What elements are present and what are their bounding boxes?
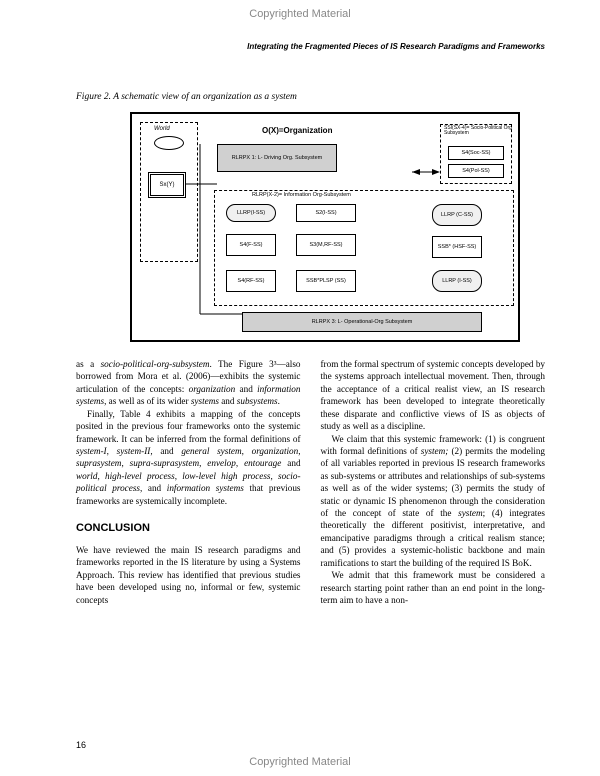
label-llrp-iss2: LLRP (I-SS) [432, 270, 482, 292]
label-llrp-css: LLRP (C-SS) [432, 204, 482, 226]
figure-caption: Figure 2. A schematic view of an organiz… [76, 92, 297, 102]
label-sxy: Sx(Y) [148, 172, 186, 198]
para1: as a socio-political-org-subsystem. The … [76, 358, 301, 408]
para6: We admit that this framework must be con… [321, 569, 546, 606]
running-header: Integrating the Fragmented Pieces of IS … [247, 42, 545, 51]
conclusion-heading: CONCLUSION [76, 521, 301, 536]
label-ssbsx4: SSI(SX-4)= Socio-Political Org Subsystem [444, 126, 518, 136]
figure-diagram: World Sx(Y) O(X)=Organization RLRPX 1: L… [130, 112, 520, 342]
label-s4soc: S4(Soc-SS) [448, 146, 504, 160]
body-columns: as a socio-political-org-subsystem. The … [76, 358, 545, 736]
label-ssb-hsf: SSB* (HSF-SS) [432, 236, 482, 258]
page-number: 16 [76, 740, 86, 750]
label-world: World [154, 126, 170, 132]
label-s2-iss: S2(I-SS) [296, 204, 356, 222]
label-llrp-iss: LLRP(I-SS) [226, 204, 276, 222]
label-s4-fss: S4(F-SS) [226, 234, 276, 256]
watermark-top: Copyrighted Material [0, 8, 600, 20]
label-info-subsystem: RLRP(X-2)= Information Org-Subsystem [252, 192, 351, 198]
para3: We have reviewed the main IS research pa… [76, 544, 301, 606]
watermark-bottom: Copyrighted Material [0, 756, 600, 768]
label-llrpx3: RLRPX 3: L- Operational-Org Subsystem [242, 312, 482, 332]
label-s4pol: S4(Pol-SS) [448, 164, 504, 178]
para2: Finally, Table 4 exhibits a mapping of t… [76, 408, 301, 507]
label-ox: O(X)=Organization [262, 126, 332, 135]
label-s4-rss: S4(RF-SS) [226, 270, 276, 292]
label-llrpx1: RLRPX 1: L- Driving Org. Subsystem [217, 144, 337, 172]
para4: from the formal spectrum of systemic con… [321, 358, 546, 433]
para5: We claim that this systemic framework: (… [321, 433, 546, 570]
label-ssb-plsp: SSB*PLSP (SS) [296, 270, 356, 292]
label-s3-mr: S3(M,RF-SS) [296, 234, 356, 256]
